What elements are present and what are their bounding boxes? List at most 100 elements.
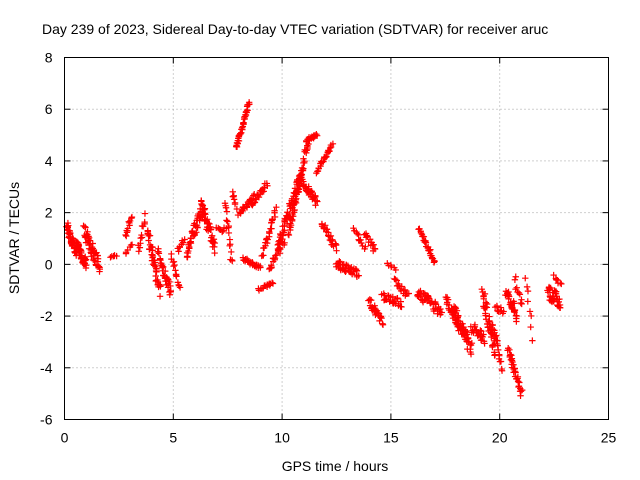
chart-title: Day 239 of 2023, Sidereal Day-to-day VTE… xyxy=(42,21,548,37)
data-point xyxy=(524,298,531,305)
data-point xyxy=(229,257,236,265)
data-point xyxy=(500,308,507,315)
data-point xyxy=(388,263,395,270)
data-point xyxy=(289,213,297,220)
data-point xyxy=(401,286,409,294)
data-point xyxy=(91,257,98,264)
data-point xyxy=(511,276,519,283)
axis-ticks: 0 5 10 15 20 25 -6 -4 -2 0 2 4 6 8 xyxy=(40,50,616,446)
data-point xyxy=(511,307,519,314)
data-point xyxy=(511,300,518,307)
data-point xyxy=(323,226,330,233)
data-point xyxy=(417,229,425,237)
data-point xyxy=(291,207,298,214)
data-point xyxy=(354,230,361,237)
data-point xyxy=(325,229,332,236)
data-point xyxy=(240,119,247,126)
data-point xyxy=(89,245,97,252)
data-point xyxy=(505,293,513,300)
data-point xyxy=(154,248,161,256)
data-point xyxy=(181,236,188,243)
data-point xyxy=(166,278,173,286)
data-point xyxy=(245,99,253,106)
grid-layer xyxy=(64,57,609,420)
data-point xyxy=(481,290,489,298)
data-point xyxy=(357,236,364,244)
data-point xyxy=(93,249,100,256)
x-tick-label: 10 xyxy=(274,430,290,446)
data-point xyxy=(264,236,271,243)
data-point xyxy=(285,231,292,238)
data-point xyxy=(327,232,335,240)
data-point xyxy=(363,232,370,239)
data-point xyxy=(273,204,280,211)
data-point xyxy=(398,283,405,290)
data-point xyxy=(123,232,130,240)
data-point xyxy=(498,367,506,374)
data-point xyxy=(298,164,306,172)
data-point xyxy=(333,247,340,254)
data-point xyxy=(526,308,534,315)
data-point xyxy=(513,318,520,325)
data-point xyxy=(81,223,89,230)
data-point xyxy=(224,218,231,225)
data-point xyxy=(495,346,502,354)
data-point xyxy=(405,290,412,297)
data-point xyxy=(518,386,526,394)
data-point xyxy=(512,273,519,280)
data-point xyxy=(231,201,239,208)
data-point xyxy=(386,298,393,305)
data-point xyxy=(550,271,557,279)
data-point xyxy=(202,211,209,218)
data-point xyxy=(455,312,462,319)
data-point xyxy=(547,284,554,292)
y-tick-label: 6 xyxy=(45,101,53,117)
data-point xyxy=(452,304,459,311)
data-point xyxy=(222,204,230,211)
x-axis-label: GPS time / hours xyxy=(282,458,389,474)
data-point xyxy=(444,296,452,303)
data-point xyxy=(155,250,163,257)
data-point xyxy=(492,333,499,340)
data-point xyxy=(252,195,259,202)
data-point xyxy=(153,265,160,273)
data-point xyxy=(193,223,201,231)
data-point xyxy=(271,213,279,221)
data-point xyxy=(462,327,470,335)
data-point xyxy=(269,280,277,287)
data-point xyxy=(259,252,266,259)
data-point xyxy=(96,264,103,271)
data-point xyxy=(238,124,246,131)
data-point xyxy=(370,241,377,248)
data-point xyxy=(430,259,438,266)
y-tick-label: 4 xyxy=(45,153,53,169)
data-point xyxy=(459,320,466,327)
data-point xyxy=(393,277,401,284)
data-point xyxy=(216,225,223,233)
data-point xyxy=(268,225,275,232)
data-point xyxy=(141,218,148,226)
data-point xyxy=(507,351,514,358)
data-point xyxy=(201,205,209,212)
data-point xyxy=(193,229,200,236)
data-point xyxy=(219,227,227,234)
data-point xyxy=(82,256,90,263)
data-point xyxy=(126,217,134,225)
data-point xyxy=(513,312,520,320)
data-point xyxy=(517,299,524,307)
data-point xyxy=(529,337,536,344)
data-point xyxy=(160,263,167,271)
data-point xyxy=(523,283,531,291)
data-point xyxy=(486,317,493,324)
data-point xyxy=(513,284,520,291)
data-point xyxy=(276,244,283,251)
y-tick-label: 2 xyxy=(45,205,53,221)
data-point xyxy=(204,216,211,223)
data-point xyxy=(264,182,271,189)
data-point xyxy=(371,245,379,253)
data-point xyxy=(301,157,308,165)
data-point xyxy=(366,296,373,303)
data-point xyxy=(517,392,524,399)
data-point xyxy=(287,221,295,229)
